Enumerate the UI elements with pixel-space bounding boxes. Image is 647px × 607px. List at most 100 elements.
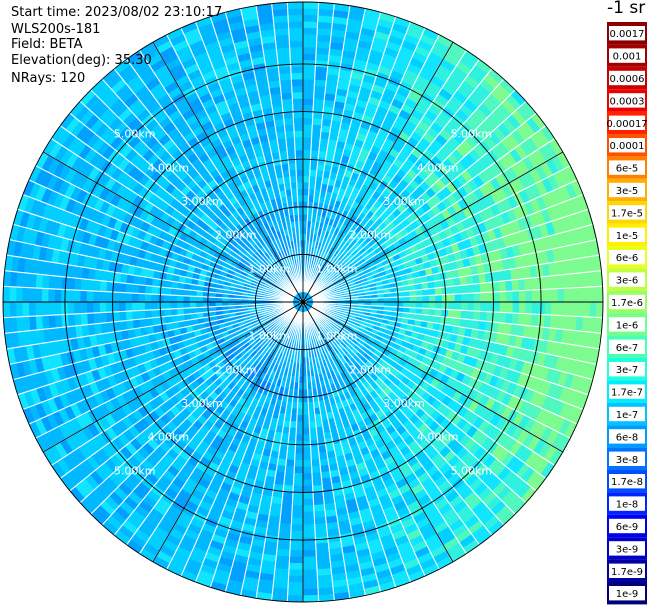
range-gate-cell	[314, 523, 328, 532]
range-gate-cell	[302, 569, 318, 577]
range-gate-cell	[316, 555, 331, 564]
range-gate-cell	[137, 301, 145, 311]
range-gate-cell	[473, 283, 481, 294]
range-gate-cell	[41, 288, 49, 303]
range-gate-cell	[486, 291, 494, 303]
range-gate-cell	[563, 301, 572, 317]
range-gate-cell	[125, 283, 133, 294]
range-gate-cell	[460, 310, 468, 320]
range-gate-cell	[441, 294, 449, 303]
range-gate-cell	[312, 491, 324, 499]
range-gate-cell	[150, 309, 159, 319]
range-gate-cell	[138, 284, 146, 294]
range-gate-cell	[531, 301, 539, 315]
range-gate-cell	[302, 498, 314, 506]
range-gate-cell	[435, 294, 443, 303]
range-gate-cell	[302, 408, 310, 416]
range-gate-cell	[313, 504, 326, 512]
range-gate-cell	[544, 288, 552, 303]
range-gate-cell	[99, 312, 108, 324]
range-gate-cell	[575, 316, 584, 332]
range-gate-cell	[493, 291, 501, 303]
range-gate-cell	[292, 485, 304, 493]
range-gate-cell	[302, 575, 318, 583]
range-gate-cell	[317, 574, 333, 583]
range-gate-cell	[86, 290, 94, 303]
range-gate-cell	[93, 312, 101, 325]
range-gate-cell	[297, 402, 304, 410]
range-gate-cell	[302, 181, 310, 189]
range-gate-cell	[314, 72, 328, 81]
range-gate-cell	[409, 301, 417, 309]
range-gate-cell	[302, 466, 313, 474]
range-gate-cell	[163, 287, 172, 296]
range-gate-cell	[448, 301, 456, 311]
range-gate-cell	[518, 290, 526, 303]
range-gate-cell	[285, 459, 295, 467]
range-gate-cell	[434, 287, 443, 296]
range-gate-cell	[278, 529, 292, 538]
range-gate-cell	[86, 301, 94, 314]
range-gate-cell	[73, 301, 81, 315]
range-gate-cell	[302, 460, 312, 468]
range-gate-cell	[310, 452, 320, 461]
range-gate-cell	[150, 293, 158, 303]
range-gate-cell	[125, 292, 133, 303]
range-gate-cell	[302, 40, 317, 48]
range-gate-cell	[284, 472, 295, 480]
range-gate-cell	[48, 275, 57, 290]
range-gate-cell	[492, 281, 500, 293]
range-gate-cell	[302, 169, 311, 177]
range-gate-cell	[22, 316, 31, 332]
range-gate-cell	[118, 282, 127, 293]
range-gate-cell	[530, 313, 539, 327]
range-gate-cell	[195, 296, 203, 303]
range-gate-cell	[316, 568, 332, 577]
range-gate-cell	[289, 549, 304, 558]
range-gate-cell	[9, 301, 17, 318]
range-gate-cell	[498, 280, 507, 292]
range-gate-cell	[543, 314, 552, 329]
range-gate-cell	[105, 291, 113, 303]
range-gate-cell	[176, 295, 184, 303]
range-gate-cell	[569, 273, 578, 289]
range-gate-cell	[302, 149, 312, 157]
range-gate-cell	[556, 315, 565, 330]
range-gate-cell	[2, 286, 11, 303]
range-gate-cell	[311, 130, 322, 139]
range-gate-cell	[302, 188, 310, 196]
range-gate-cell	[137, 293, 145, 303]
range-gate-cell	[195, 301, 203, 308]
range-gate-cell	[316, 34, 332, 43]
range-gate-cell	[131, 301, 139, 312]
range-gate-cell	[302, 175, 310, 183]
range-gate-cell	[291, 511, 304, 519]
range-gate-cell	[492, 311, 500, 323]
range-gate-cell	[105, 301, 113, 313]
range-gate-cell	[583, 286, 591, 303]
range-gate-cell	[505, 279, 513, 292]
range-gate-cell	[283, 478, 294, 487]
range-gate-cell	[54, 314, 63, 329]
range-gate-cell	[144, 309, 153, 319]
range-gate-cell	[314, 66, 328, 75]
range-gate-cell	[302, 549, 317, 558]
range-gate-cell	[493, 301, 501, 313]
range-gate-cell	[311, 465, 322, 474]
range-gate-cell	[294, 447, 304, 455]
range-gate-cell	[302, 440, 311, 448]
range-gate-cell	[302, 415, 310, 423]
range-gate-cell	[549, 275, 558, 290]
range-gate-cell	[189, 295, 197, 303]
range-gate-cell	[302, 66, 316, 74]
range-gate-cell	[310, 143, 320, 152]
range-gate-cell	[28, 287, 36, 303]
range-gate-cell	[570, 301, 578, 317]
range-gate-cell	[138, 310, 146, 320]
range-gate-cell	[292, 498, 304, 506]
range-gate-cell	[311, 472, 322, 480]
range-gate-cell	[434, 308, 443, 317]
range-gate-cell	[453, 285, 462, 295]
range-gate-cell	[281, 497, 293, 506]
range-gate-cell	[92, 301, 101, 314]
